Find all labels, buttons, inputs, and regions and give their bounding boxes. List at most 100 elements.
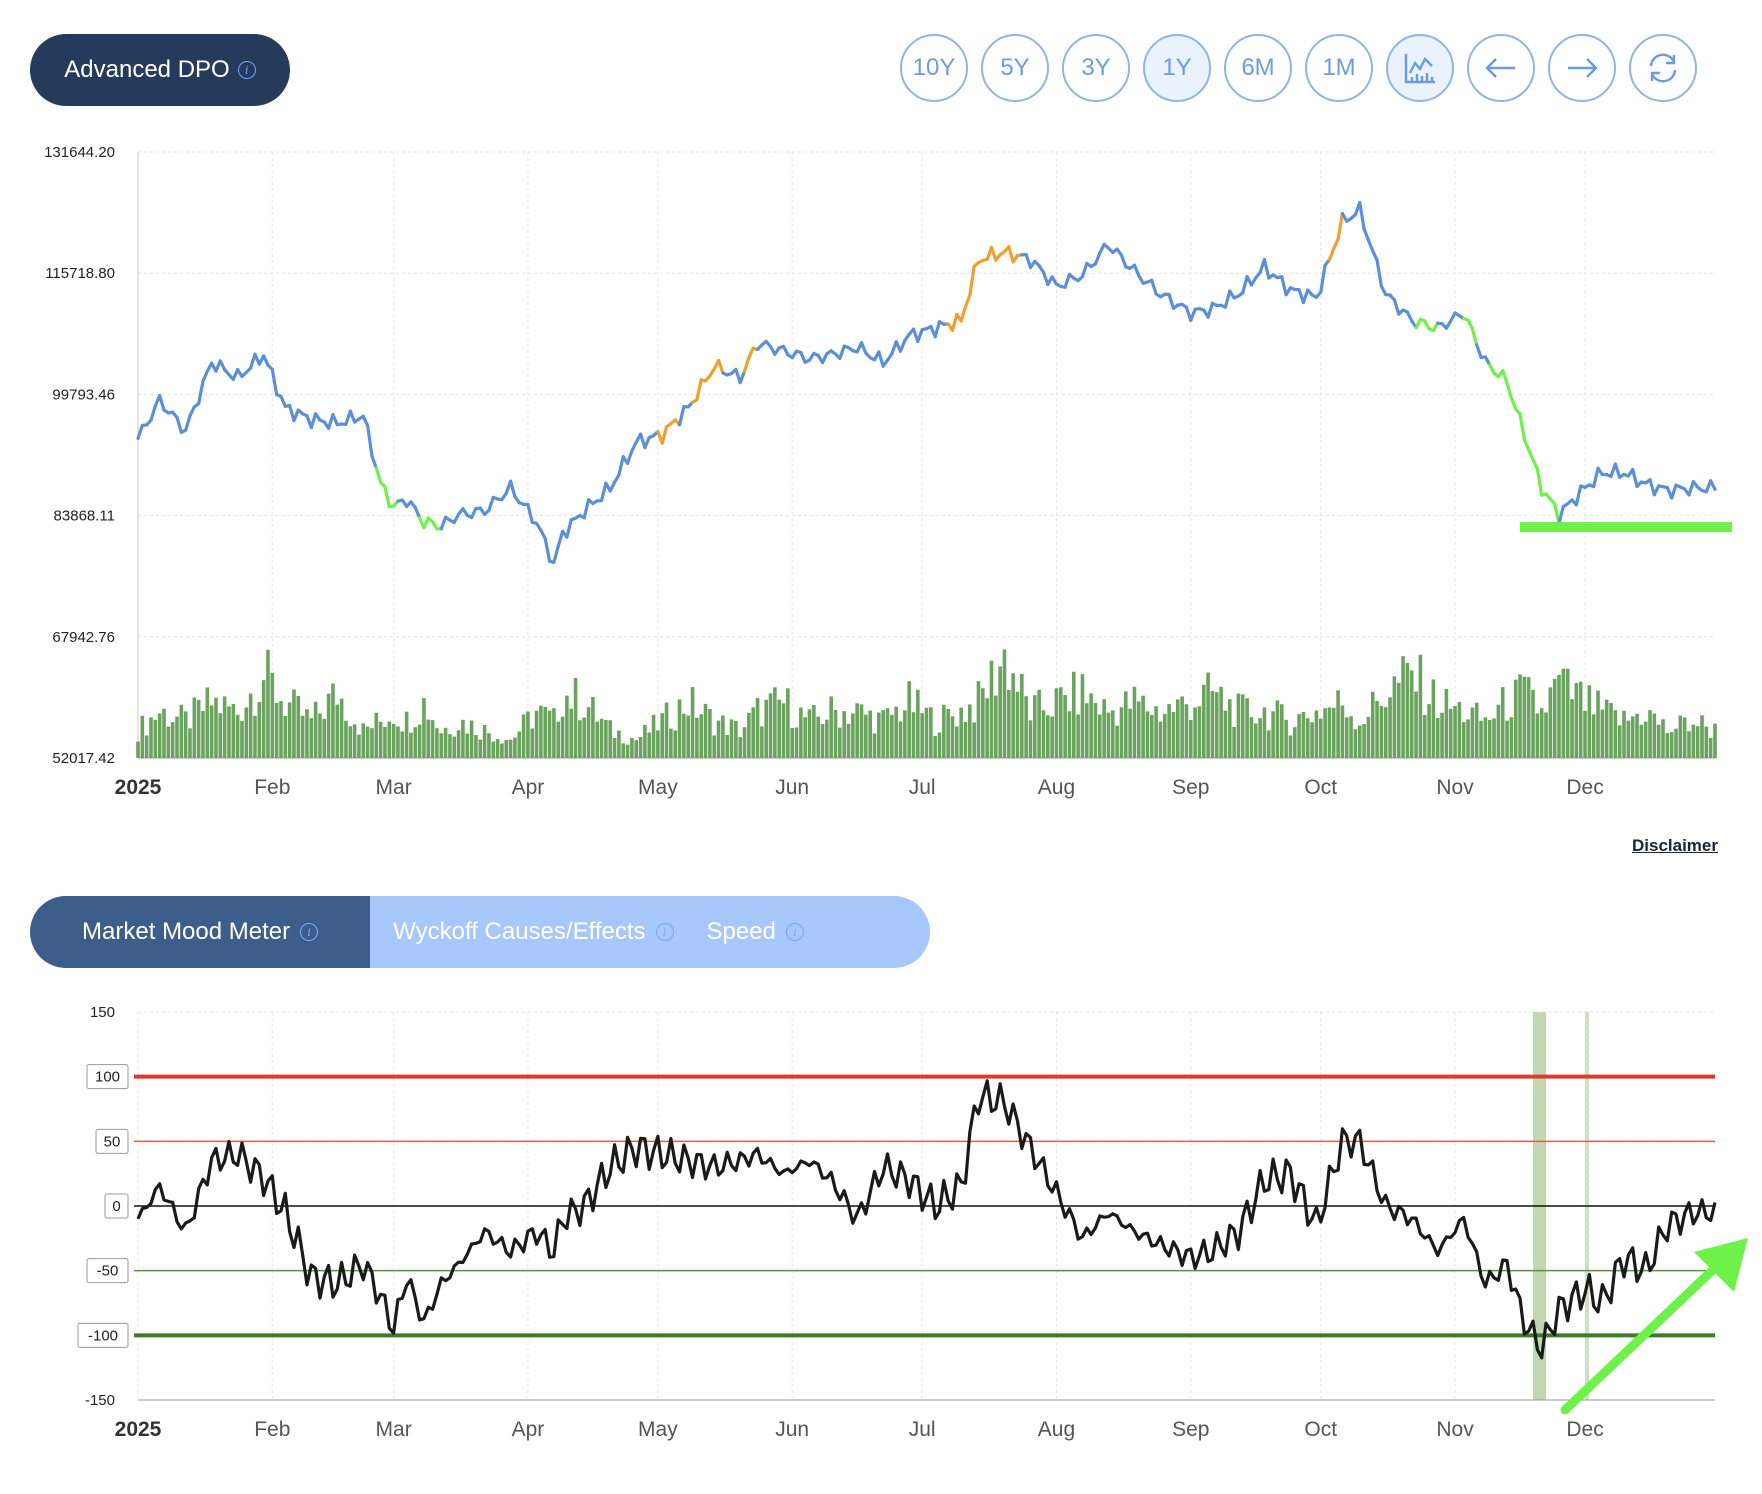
- volume-bar: [881, 710, 885, 758]
- volume-bar: [1136, 701, 1141, 758]
- volume-bar: [630, 737, 634, 758]
- refresh-button[interactable]: [1629, 34, 1697, 102]
- volume-bar: [1171, 711, 1176, 758]
- price-line-segment: [1687, 480, 1695, 497]
- price-line-segment: [1301, 288, 1310, 305]
- price-line-segment: [660, 425, 669, 445]
- price-line-segment: [1505, 381, 1513, 400]
- tab-speed[interactable]: Speed i: [697, 896, 930, 968]
- price-line-segment: [270, 367, 279, 397]
- info-icon[interactable]: i: [300, 923, 319, 941]
- prev-button[interactable]: [1467, 34, 1535, 102]
- volume-bar: [1084, 703, 1089, 758]
- chart-type-icon: [1404, 54, 1435, 84]
- volume-bar: [422, 698, 426, 758]
- volume-bar: [864, 714, 868, 758]
- volume-bar: [1396, 682, 1401, 758]
- volume-bar: [1635, 713, 1639, 758]
- volume-bar: [1249, 717, 1254, 758]
- volume-bar: [179, 704, 184, 758]
- volume-bar: [227, 706, 231, 758]
- volume-bar: [1600, 709, 1605, 758]
- volume-bar: [803, 717, 807, 758]
- tab-label: Market Mood Meter: [82, 918, 291, 945]
- volume-bar: [1046, 715, 1050, 758]
- mood-chart: 2025 Feb Mar Apr May Jun Jul Aug Sep Oct Nov Dec 150…: [77, 1004, 1748, 1441]
- price-chart: 131644.20 115718.80 99793.46 83868.11 67942.…: [44, 144, 1732, 799]
- range-button-6m[interactable]: 6M: [1224, 34, 1292, 102]
- price-line-segment: [508, 479, 517, 499]
- volume-bar: [183, 711, 188, 758]
- range-button-10y[interactable]: 10Y: [900, 34, 968, 102]
- next-button[interactable]: [1548, 34, 1616, 102]
- tab-wyckoff[interactable]: Wyckoff Causes/Effects i: [370, 896, 696, 968]
- info-icon[interactable]: i: [655, 923, 674, 941]
- price-line-segment: [1366, 238, 1375, 253]
- tab-market-mood-meter[interactable]: Market Mood Meter i: [30, 896, 371, 968]
- volume-bar: [829, 696, 833, 758]
- chart-type-button[interactable]: [1386, 34, 1454, 102]
- volume-bar: [313, 701, 318, 758]
- volume-bar: [1557, 674, 1561, 758]
- range-button-1m[interactable]: 1M: [1305, 34, 1373, 102]
- volume-bar: [586, 707, 591, 758]
- volume-bar: [144, 735, 149, 758]
- volume-bar: [1353, 729, 1358, 758]
- volume-bar: [166, 726, 171, 758]
- range-button-5y[interactable]: 5Y: [981, 34, 1049, 102]
- volume-bar: [1279, 704, 1284, 758]
- volume-bar: [1379, 705, 1384, 758]
- volume-bar: [877, 712, 881, 758]
- volume-bar: [279, 701, 283, 758]
- price-line-segment: [695, 378, 703, 402]
- mood-x-tick-label: Jun: [775, 1418, 809, 1441]
- volume-bar: [777, 699, 781, 758]
- volume-bar: [846, 723, 851, 758]
- volume-bar: [1020, 673, 1024, 758]
- volume-bar: [1119, 707, 1124, 758]
- price-line-segment: [1592, 466, 1600, 489]
- volume-bar: [768, 693, 773, 758]
- price-line-segment: [487, 495, 495, 513]
- price-line-segment: [1280, 275, 1288, 297]
- volume-bar: [773, 687, 777, 758]
- volume-bar: [1639, 724, 1644, 758]
- advanced-dpo-title[interactable]: Advanced DPO i: [30, 34, 290, 106]
- volume-bar: [1115, 725, 1119, 758]
- volume-bar: [1015, 691, 1020, 758]
- volume-bar: [1002, 649, 1007, 758]
- price-line-segment: [361, 414, 370, 428]
- price-line-segment: [1557, 504, 1565, 525]
- volume-bar: [348, 726, 353, 758]
- volume-bar: [1383, 707, 1388, 758]
- tab-label: Speed: [706, 918, 776, 945]
- volume-bar: [1544, 712, 1548, 758]
- price-line-segment: [859, 341, 868, 355]
- volume-bar: [946, 708, 950, 758]
- volume-bar: [1682, 717, 1687, 758]
- price-line-segment: [963, 293, 972, 309]
- price-line-segment: [1405, 310, 1414, 323]
- info-icon[interactable]: i: [237, 61, 256, 79]
- price-line-segment: [136, 423, 144, 441]
- volume-bar: [318, 713, 322, 758]
- volume-bar: [396, 726, 400, 758]
- price-line-segment: [989, 245, 998, 262]
- volume-bar: [1028, 720, 1033, 758]
- volume-bar: [617, 730, 621, 758]
- volume-bar: [209, 705, 214, 758]
- volume-bar: [1370, 691, 1375, 758]
- price-line-segment: [1041, 270, 1050, 287]
- volume-bar: [1162, 713, 1167, 758]
- volume-bar: [634, 740, 639, 758]
- price-line-segment: [933, 320, 942, 339]
- range-button-1y[interactable]: 1Y: [1143, 34, 1211, 102]
- disclaimer-link[interactable]: Disclaimer: [1632, 836, 1718, 855]
- mood-x-tick-label: May: [638, 1418, 678, 1441]
- range-button-3y[interactable]: 3Y: [1062, 34, 1130, 102]
- info-icon[interactable]: i: [785, 923, 804, 941]
- volume-bar: [833, 709, 838, 758]
- volume-bar: [1123, 691, 1128, 758]
- volume-bar: [495, 739, 500, 758]
- price-line-segment: [309, 412, 318, 430]
